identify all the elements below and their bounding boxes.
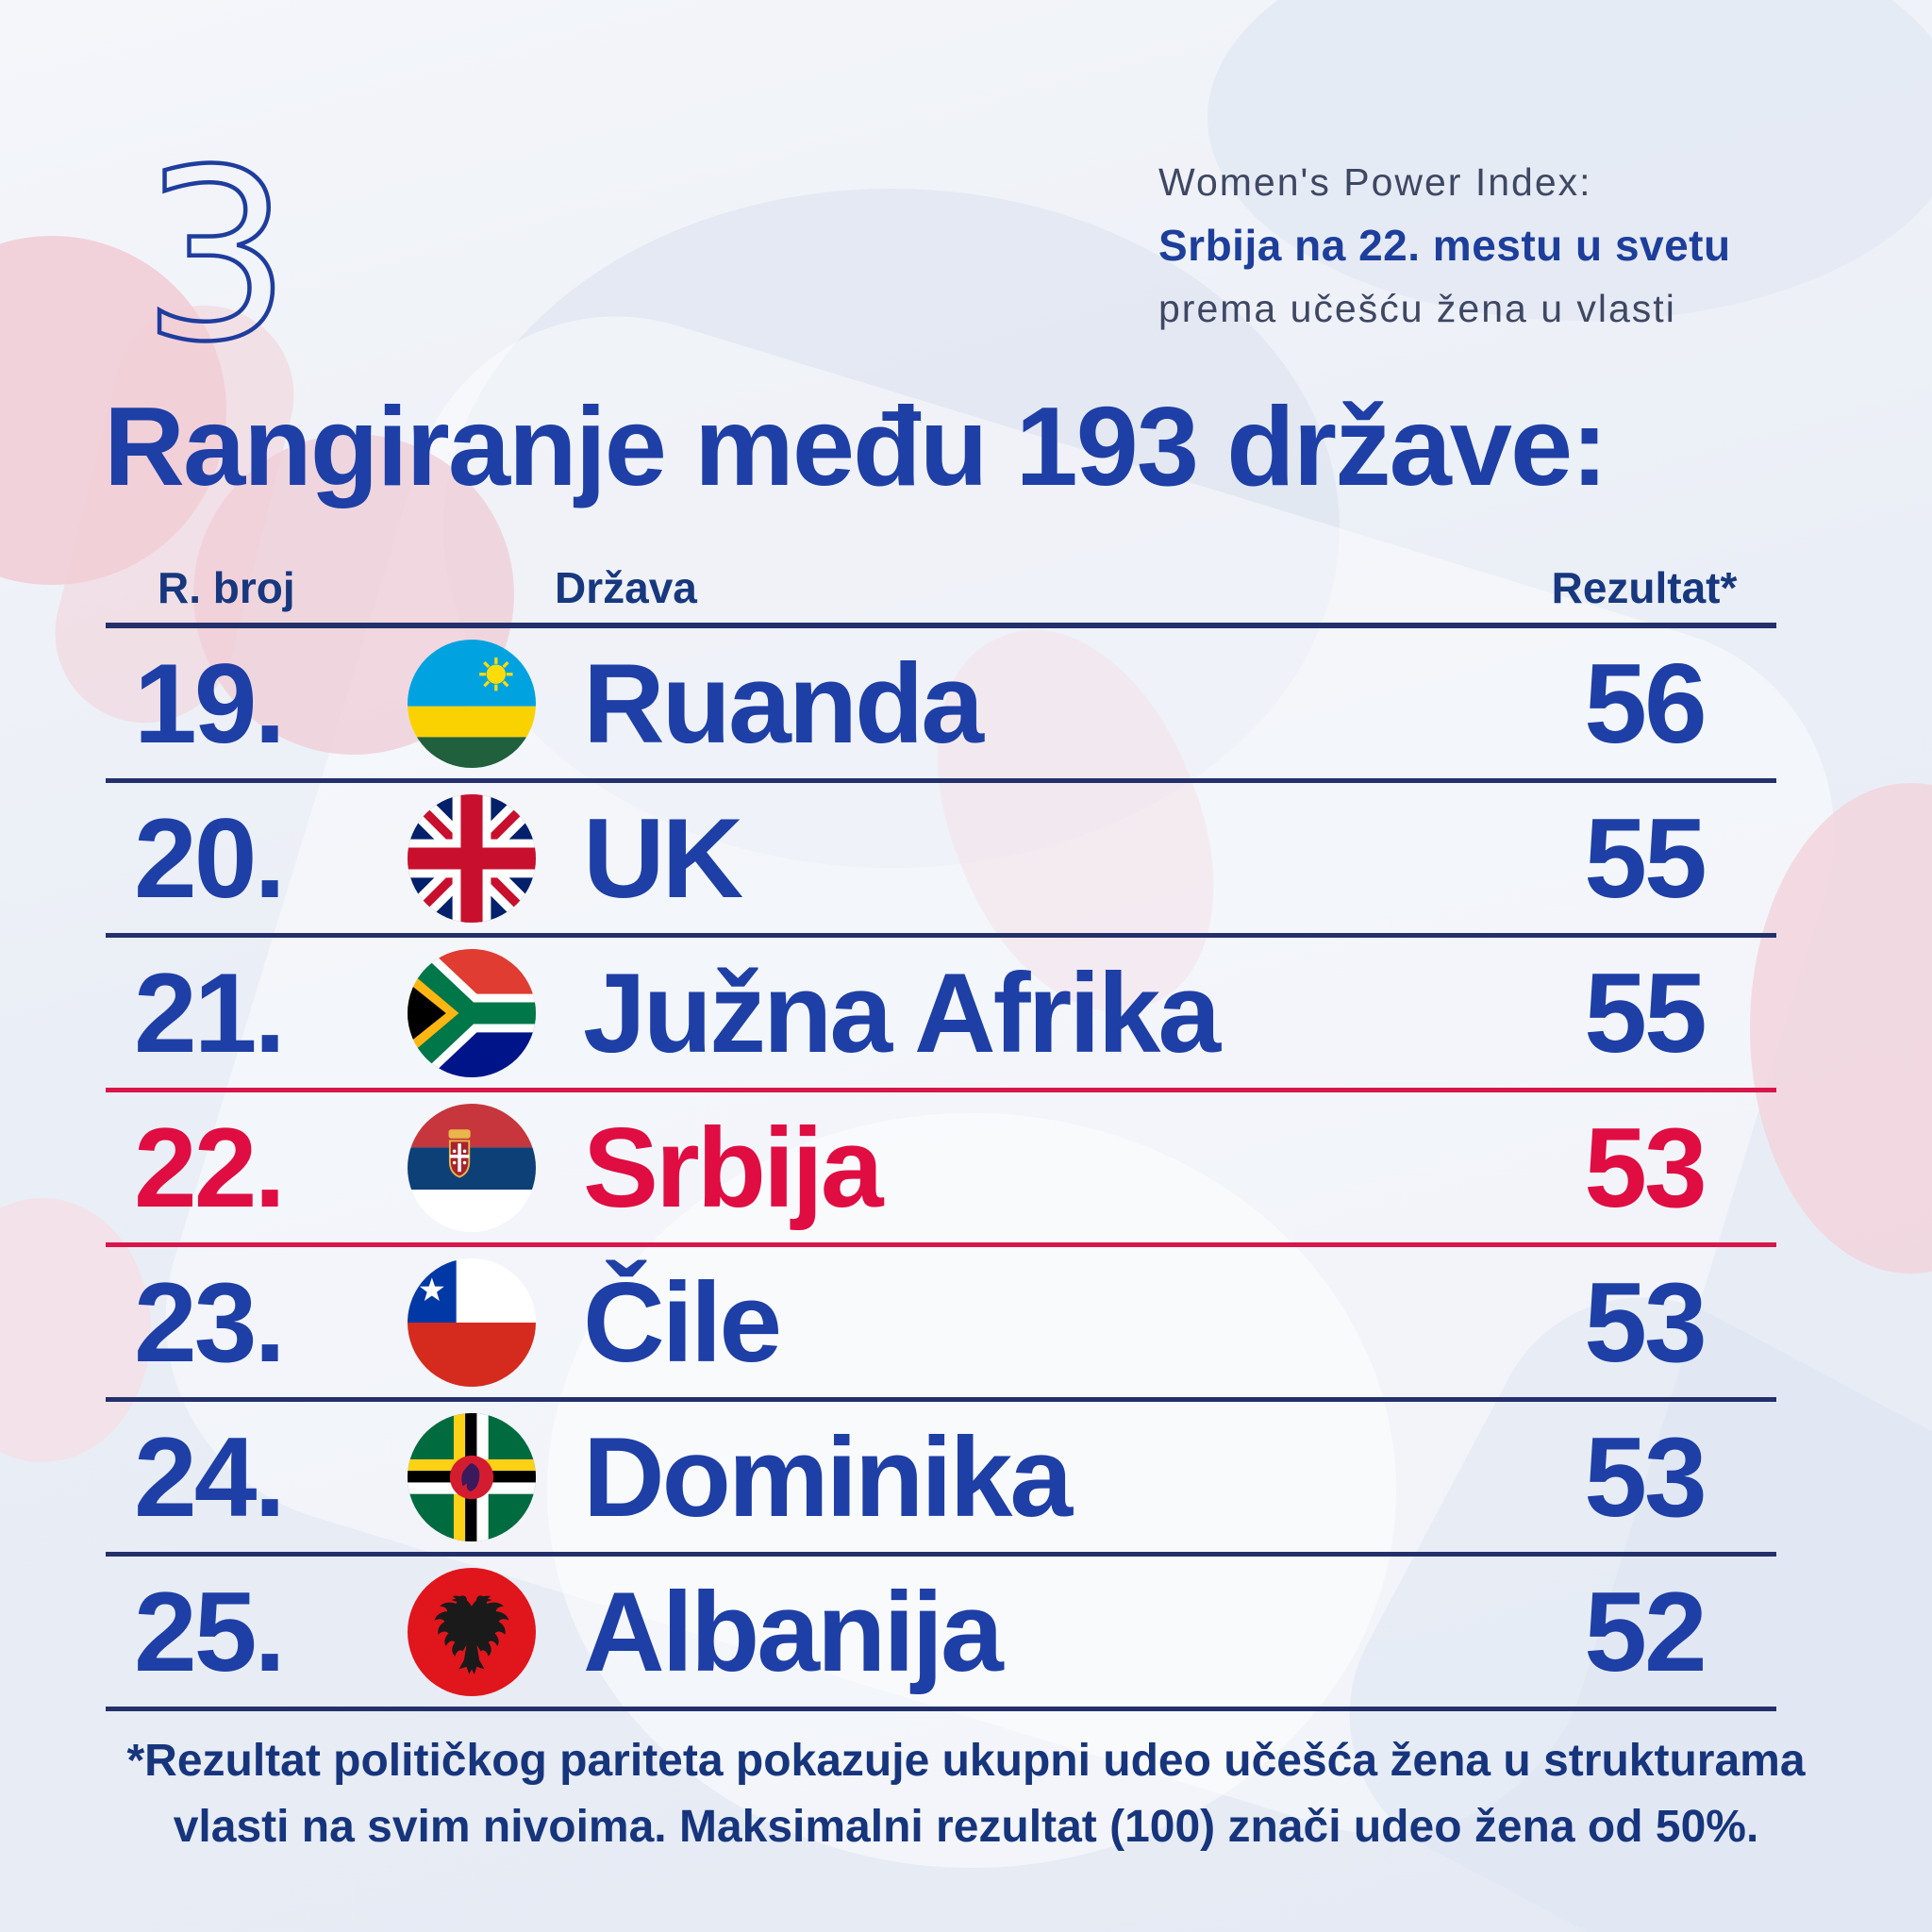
column-header-country: Država bbox=[555, 563, 697, 612]
header-line-3: prema učešću žena u vlasti bbox=[1158, 287, 1676, 330]
column-header-result: Rezultat* bbox=[1551, 563, 1738, 612]
table-row: 24. Dominika 53 bbox=[106, 1402, 1776, 1557]
footnote-line-1: *Rezultat političkog pariteta pokazuje u… bbox=[126, 1736, 1806, 1786]
table-row: 21. Južna Afrika 55 bbox=[106, 938, 1776, 1092]
header-line-1: Women's Power Index: bbox=[1158, 160, 1592, 204]
result-cell: 53 bbox=[1584, 1104, 1707, 1231]
south-africa-flag-icon bbox=[408, 948, 536, 1077]
column-header-rank: R. broj bbox=[158, 563, 295, 612]
table-row: 20. UK 55 bbox=[106, 783, 1776, 938]
table-row: 25. Albanija 52 bbox=[106, 1557, 1776, 1711]
page-number: 3 bbox=[140, 117, 294, 396]
chile-flag-icon bbox=[408, 1257, 536, 1387]
country-cell: Ruanda bbox=[583, 640, 984, 767]
rank-cell: 22. bbox=[134, 1104, 286, 1231]
dominica-flag-icon bbox=[408, 1412, 536, 1541]
serbia-flag-icon bbox=[408, 1103, 536, 1232]
background-shape bbox=[547, 1113, 1396, 1868]
rank-cell: 25. bbox=[134, 1568, 286, 1695]
result-cell: 52 bbox=[1584, 1568, 1707, 1695]
rank-cell: 21. bbox=[134, 949, 286, 1076]
albania-flag-icon bbox=[408, 1567, 536, 1696]
country-cell: Srbija bbox=[583, 1104, 883, 1231]
rank-cell: 23. bbox=[134, 1258, 286, 1386]
ranking-table: R. broj Država Rezultat* 19. bbox=[106, 549, 1776, 1711]
header-block: Women's Power Index: Srbija na 22. mestu… bbox=[1158, 151, 1731, 341]
header-line-2: Srbija na 22. mestu u svetu bbox=[1158, 221, 1731, 270]
country-cell: UK bbox=[583, 794, 743, 922]
table-row: 23. Čile 53 bbox=[106, 1247, 1776, 1402]
result-cell: 56 bbox=[1584, 640, 1707, 767]
table-header-underline bbox=[106, 623, 1776, 628]
country-cell: Dominika bbox=[583, 1413, 1073, 1541]
country-cell: Čile bbox=[583, 1258, 782, 1386]
background-shape bbox=[443, 189, 1340, 868]
table-row: 19. Ruanda 56 bbox=[106, 628, 1776, 783]
rwanda-flag-icon bbox=[408, 639, 536, 768]
rank-cell: 19. bbox=[134, 640, 286, 767]
country-cell: Južna Afrika bbox=[583, 949, 1221, 1076]
uk-flag-icon bbox=[408, 793, 536, 923]
rank-cell: 24. bbox=[134, 1413, 286, 1541]
footnote: *Rezultat političkog pariteta pokazuje u… bbox=[0, 1728, 1932, 1860]
result-cell: 55 bbox=[1584, 949, 1707, 1076]
footnote-line-2: vlasti na svim nivoima. Maksimalni rezul… bbox=[173, 1802, 1759, 1852]
result-cell: 55 bbox=[1584, 794, 1707, 922]
country-cell: Albanija bbox=[583, 1568, 1004, 1695]
table-row-highlighted: 22. Srbija bbox=[106, 1092, 1776, 1247]
page-number-text: 3 bbox=[142, 119, 291, 393]
rank-cell: 20. bbox=[134, 794, 286, 922]
table-header-row: R. broj Država Rezultat* bbox=[106, 549, 1776, 613]
result-cell: 53 bbox=[1584, 1258, 1707, 1386]
page-title: Rangiranje među 193 države: bbox=[104, 384, 1608, 509]
result-cell: 53 bbox=[1584, 1413, 1707, 1541]
